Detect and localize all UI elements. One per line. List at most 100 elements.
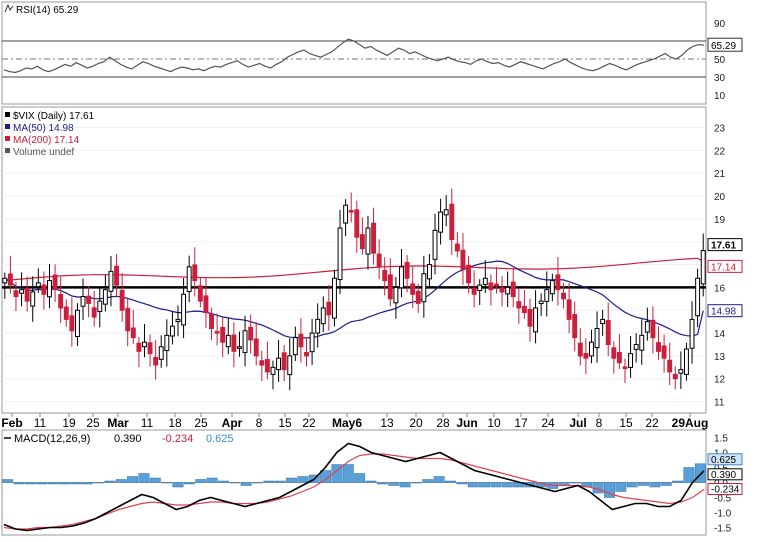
candle-body xyxy=(427,265,431,279)
candle-body xyxy=(506,287,510,293)
candle-body xyxy=(383,270,387,280)
candle-body xyxy=(81,297,85,307)
x-tick-label: 22 xyxy=(645,416,659,430)
macd-histogram-bar xyxy=(275,481,285,483)
candle-body xyxy=(534,308,538,332)
rsi-tick-label: 30 xyxy=(714,73,726,84)
candle-body xyxy=(42,285,46,294)
macd-histogram-bar xyxy=(457,483,467,485)
candle-body xyxy=(8,274,12,285)
macd-histogram-bar xyxy=(139,474,149,483)
candle-body xyxy=(254,339,258,356)
candle-body xyxy=(103,290,107,304)
macd-tick-label: -1.0 xyxy=(714,509,732,520)
macd-histogram-bar xyxy=(650,483,660,488)
candle-body xyxy=(215,332,219,334)
candle-body xyxy=(690,319,694,348)
candle xyxy=(332,270,336,327)
candle-body xyxy=(148,343,152,354)
macd-histogram-bar xyxy=(434,477,444,483)
candle-body xyxy=(332,278,336,318)
candle-body xyxy=(679,370,683,374)
candle-body xyxy=(696,278,700,315)
price-value-label: 14.98 xyxy=(711,307,736,318)
x-tick-label: 24 xyxy=(541,416,555,430)
x-tick-label: Feb xyxy=(1,416,22,430)
candle-body xyxy=(461,250,465,269)
candle-body xyxy=(53,275,57,290)
x-tick-label: 18 xyxy=(168,416,182,430)
price-tick-label: 21 xyxy=(714,169,726,180)
price-tick-label: 13 xyxy=(714,352,726,363)
legend-swatch xyxy=(5,148,10,153)
candle-body xyxy=(299,334,303,346)
macd-legend-entry: -0.234 xyxy=(162,433,193,445)
candle-body xyxy=(405,262,409,278)
candle-body xyxy=(277,358,281,369)
candle-body xyxy=(595,329,599,348)
candle-body xyxy=(701,251,705,284)
macd-histogram-bar xyxy=(264,481,274,483)
candle-body xyxy=(131,328,135,338)
macd-histogram-bar xyxy=(298,477,308,483)
candle-body xyxy=(612,348,616,358)
macd-histogram-bar xyxy=(241,483,251,486)
macd-histogram-bar xyxy=(93,483,103,484)
price-panel: 2322212019181716151413121117.6117.1414.9… xyxy=(2,107,742,413)
candle-body xyxy=(327,302,331,315)
rsi-panel: 907050301065.29RSI(14) 65.29 xyxy=(2,2,742,104)
candle-body xyxy=(668,360,672,372)
candle-body xyxy=(288,356,292,375)
price-tick-label: 11 xyxy=(714,398,725,409)
macd-histogram-bar xyxy=(684,468,694,483)
x-tick-label: Apr xyxy=(222,416,243,430)
candle-body xyxy=(92,308,96,317)
price-frame xyxy=(2,107,706,413)
price-tick-label: 12 xyxy=(714,375,726,386)
candle-body xyxy=(316,319,320,333)
macd-histogram-bar xyxy=(230,483,240,484)
candle-body xyxy=(115,266,119,285)
candle-body xyxy=(210,314,214,328)
candle-body xyxy=(483,278,487,284)
candle-body xyxy=(400,267,404,288)
candle-body xyxy=(394,287,398,302)
x-tick-label: 8 xyxy=(596,416,603,430)
candle-body xyxy=(98,301,102,311)
price-tick-label: 14 xyxy=(714,329,726,340)
macd-histogram-bar xyxy=(150,478,160,483)
candle-body xyxy=(282,353,286,370)
candle-body xyxy=(14,291,18,297)
macd-value-label: -0.234 xyxy=(711,485,740,496)
x-axis: Feb 11 19 25 Mar 11 18 25 Apr 8 15 22 May6 13 20 28 Jun 1… xyxy=(1,413,708,430)
candle-body xyxy=(36,283,40,287)
candle-body xyxy=(204,296,208,313)
candle-body xyxy=(249,327,253,340)
macd-legend-entry: 0.390 xyxy=(114,433,142,445)
macd-histogram-bar xyxy=(127,477,137,483)
candle-body xyxy=(165,335,169,350)
candle-body xyxy=(75,310,79,336)
macd-histogram-bar xyxy=(196,480,206,483)
candle-body xyxy=(539,301,543,303)
candle-body xyxy=(372,223,376,253)
macd-histogram-bar xyxy=(14,483,24,485)
candle-body xyxy=(59,295,63,308)
candle-body xyxy=(662,346,666,358)
candle-body xyxy=(377,254,381,267)
candle-body xyxy=(500,288,504,292)
candle-body xyxy=(684,349,688,374)
candle-body xyxy=(489,283,493,290)
macd-histogram-bar xyxy=(491,483,501,488)
x-tick-label: 8 xyxy=(256,416,263,430)
macd-histogram-bar xyxy=(627,483,637,488)
price-tick-label: 23 xyxy=(714,124,726,135)
candle-body xyxy=(472,289,476,295)
candle-body xyxy=(584,353,588,358)
macd-histogram-bar xyxy=(3,480,13,483)
macd-histogram-bar xyxy=(593,483,603,494)
candle-body xyxy=(673,374,677,378)
macd-histogram-bar xyxy=(400,483,410,488)
macd-histogram-bar xyxy=(389,483,399,486)
candle-body xyxy=(64,307,68,319)
